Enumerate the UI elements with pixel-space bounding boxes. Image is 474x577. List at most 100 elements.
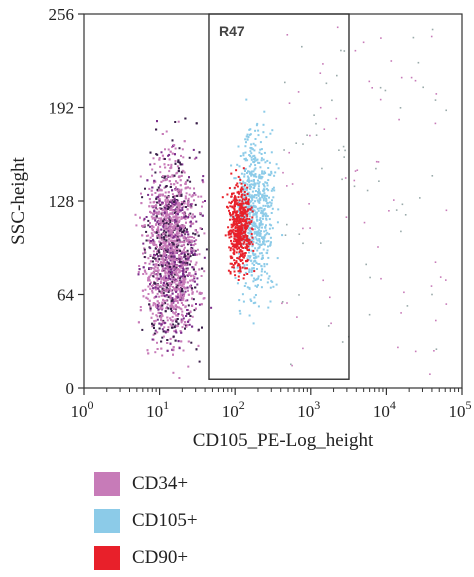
data-point	[157, 255, 160, 258]
data-point	[159, 273, 162, 276]
data-point	[173, 211, 176, 214]
data-point	[255, 224, 258, 227]
data-point	[244, 201, 247, 204]
data-point	[170, 245, 173, 248]
data-point	[253, 179, 255, 181]
data-point	[186, 262, 189, 264]
data-point	[245, 220, 248, 223]
data-point	[168, 228, 171, 231]
data-point	[241, 262, 244, 265]
data-point	[157, 231, 160, 234]
data-point	[186, 324, 189, 327]
data-point	[172, 353, 174, 356]
data-point	[147, 219, 150, 222]
data-point	[181, 288, 184, 290]
data-point	[175, 213, 178, 216]
data-point	[262, 239, 265, 242]
data-point	[175, 199, 178, 201]
data-point	[235, 228, 238, 231]
legend-swatch-cd90	[94, 545, 120, 570]
data-point	[233, 249, 236, 252]
data-point	[169, 281, 172, 284]
data-point	[234, 177, 237, 180]
data-point	[239, 179, 242, 181]
data-point	[157, 260, 160, 263]
data-point	[251, 209, 254, 212]
data-point	[179, 192, 182, 195]
data-point	[235, 211, 238, 214]
data-point	[237, 229, 240, 232]
data-point	[174, 208, 177, 211]
data-point	[203, 297, 206, 300]
data-point	[284, 234, 287, 236]
data-point	[377, 246, 379, 248]
data-point	[253, 231, 256, 234]
data-point	[171, 262, 174, 265]
data-point	[141, 234, 144, 237]
data-point	[242, 180, 245, 183]
data-point	[192, 253, 195, 256]
data-point	[233, 238, 236, 241]
data-point	[173, 258, 176, 261]
data-point	[248, 243, 251, 245]
data-point	[295, 142, 297, 144]
x-tick-label: 103	[297, 398, 320, 421]
data-point	[234, 246, 237, 249]
data-point	[158, 322, 161, 325]
data-point	[250, 242, 253, 245]
data-point	[422, 86, 424, 89]
data-point	[249, 155, 252, 158]
data-point	[166, 284, 169, 287]
data-point	[167, 223, 170, 226]
data-point	[254, 228, 257, 231]
data-point	[176, 318, 179, 320]
data-point	[258, 228, 261, 231]
data-point	[241, 250, 244, 253]
data-point	[417, 61, 420, 64]
data-point	[242, 202, 245, 205]
data-point	[266, 184, 269, 187]
data-point	[180, 296, 183, 299]
data-point	[253, 175, 256, 178]
data-point	[142, 273, 145, 275]
data-point	[158, 158, 161, 161]
data-point	[235, 220, 237, 223]
data-point	[252, 322, 255, 325]
data-point	[158, 193, 161, 196]
data-point	[189, 285, 191, 287]
data-point	[189, 203, 192, 206]
data-point	[151, 168, 154, 171]
data-point	[194, 263, 197, 266]
data-point	[234, 232, 237, 235]
data-point	[171, 139, 174, 142]
data-point	[229, 205, 232, 208]
data-point	[176, 268, 179, 271]
data-point	[264, 181, 267, 184]
data-point	[166, 319, 169, 322]
data-point	[177, 232, 180, 235]
data-point	[147, 352, 150, 355]
data-point	[264, 161, 267, 164]
data-point	[183, 281, 186, 284]
data-point	[154, 296, 157, 298]
data-point	[154, 218, 157, 221]
data-point	[171, 265, 174, 268]
data-point	[188, 312, 191, 315]
data-point	[190, 205, 193, 208]
data-point	[270, 224, 273, 227]
data-point	[163, 326, 166, 329]
data-point	[180, 174, 183, 177]
data-point	[241, 198, 244, 201]
data-point	[148, 303, 151, 306]
y-tick-label: 64	[57, 286, 75, 305]
data-point	[161, 307, 164, 310]
data-point	[178, 258, 181, 260]
data-point	[166, 272, 169, 275]
data-point	[171, 222, 173, 225]
data-point	[229, 233, 232, 236]
data-point	[171, 193, 174, 196]
data-point	[250, 163, 252, 166]
data-point	[170, 212, 173, 215]
data-point	[230, 202, 232, 205]
data-point	[238, 272, 241, 274]
